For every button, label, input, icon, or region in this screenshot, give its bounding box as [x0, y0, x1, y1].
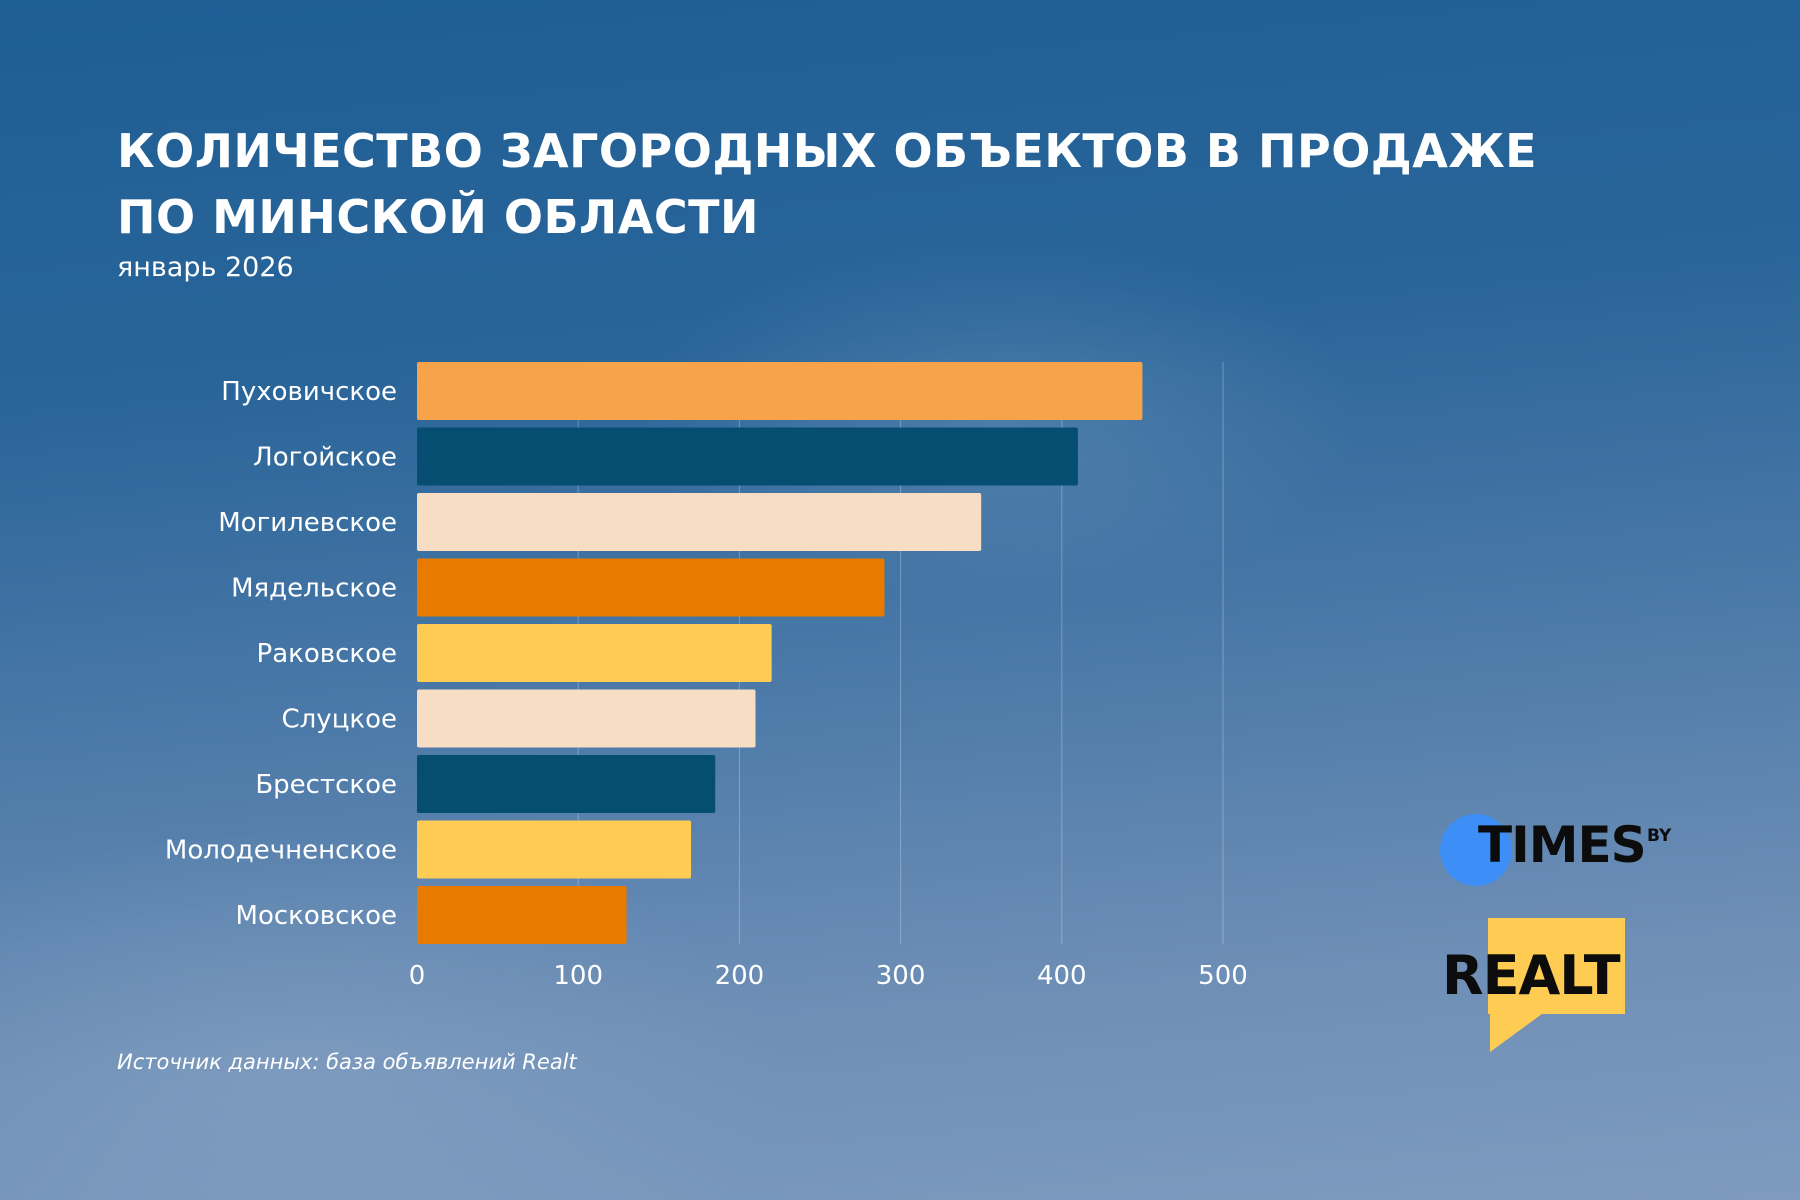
x-axis-ticks: 0 100 200 300 400 500	[409, 961, 1248, 991]
x-tick-label-4: 400	[1037, 961, 1087, 991]
x-tick-label-2: 200	[715, 961, 765, 991]
bar-1	[417, 427, 1078, 486]
realt-logo: REALT	[1440, 916, 1680, 1054]
bar-6	[417, 755, 716, 813]
times-by-logo: TIMES BY	[1440, 808, 1680, 888]
times-logo-circle	[1440, 814, 1512, 886]
x-tick-label-5: 500	[1198, 961, 1248, 991]
category-label-4: Раковское	[257, 639, 397, 669]
x-tick-label-1: 100	[553, 961, 603, 991]
times-logo-suffix: BY	[1647, 826, 1672, 846]
bars	[417, 362, 1143, 944]
bar-8	[417, 886, 627, 944]
chart-title-line-2: ПО МИНСКОЙ ОБЛАСТИ	[117, 190, 759, 244]
bar-2	[417, 493, 982, 551]
x-tick-label-3: 300	[876, 961, 926, 991]
times-logo-word: TIMES	[1478, 816, 1647, 874]
category-label-7: Молодечненское	[165, 836, 397, 866]
chart-subtitle: январь 2026	[117, 252, 294, 283]
bar-3	[417, 558, 885, 617]
category-label-5: Слуцкое	[282, 705, 397, 735]
category-label-6: Брестское	[255, 770, 397, 800]
category-label-8: Московское	[236, 901, 397, 931]
bar-0	[417, 362, 1143, 420]
category-label-2: Могилевское	[218, 508, 397, 538]
bar-7	[417, 820, 692, 879]
source-note: Источник данных: база объявлений Realt	[117, 1050, 577, 1074]
realt-logo-word: REALT	[1442, 944, 1621, 1007]
category-label-1: Логойское	[253, 443, 397, 473]
category-label-3: Мядельское	[231, 574, 397, 604]
x-tick-label-0: 0	[409, 961, 426, 991]
realt-logo-shape	[1488, 918, 1625, 1052]
bar-5	[417, 689, 756, 748]
chart-title-line-1: КОЛИЧЕСТВО ЗАГОРОДНЫХ ОБЪЕКТОВ В ПРОДАЖЕ	[117, 124, 1538, 178]
chart-title: КОЛИЧЕСТВО ЗАГОРОДНЫХ ОБЪЕКТОВ В ПРОДАЖЕ…	[117, 118, 1537, 250]
category-labels: Пуховичское Логойское Могилевское Мядельско…	[165, 377, 397, 931]
category-label-0: Пуховичское	[221, 377, 397, 407]
bar-4	[417, 624, 772, 682]
